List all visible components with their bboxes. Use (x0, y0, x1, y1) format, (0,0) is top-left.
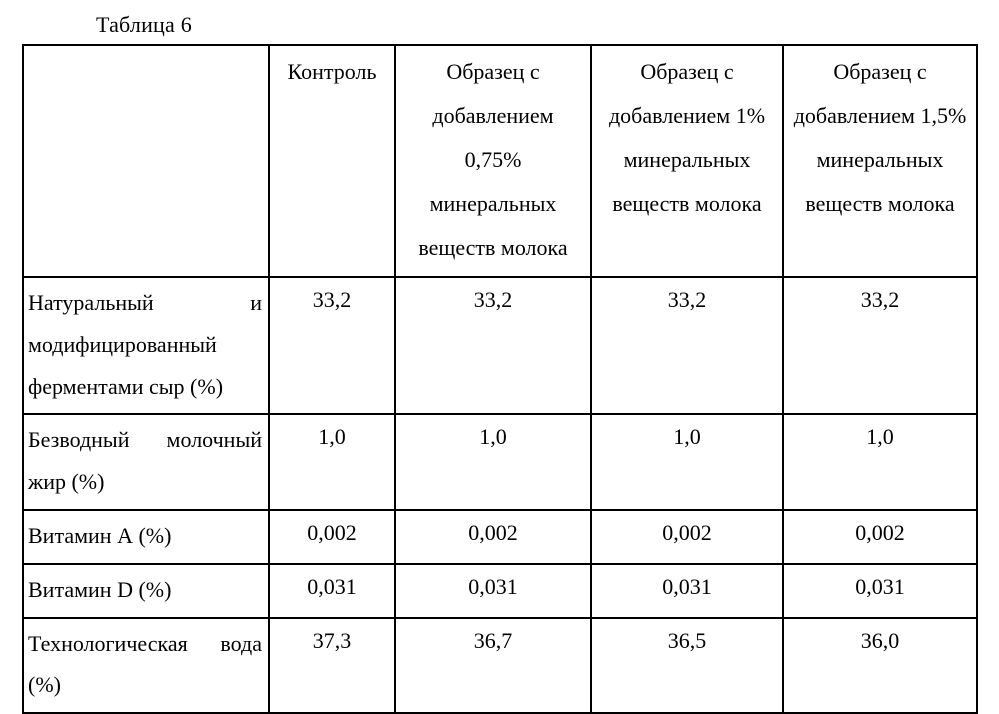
table-cell: 1,0 (783, 414, 977, 510)
row-label-line: ферментами сыр (%) (28, 366, 262, 408)
header-cell-sample-15: Образец с добавлением 1,5% минеральных в… (783, 45, 977, 277)
row-label-line: (%) (28, 664, 262, 706)
row-label: Витамин D (%) (23, 564, 269, 618)
table-cell: 36,0 (783, 618, 977, 714)
header-cell-sample-1: Образец с добавлением 1% минеральных вещ… (591, 45, 783, 277)
row-label: Безводный молочный жир (%) (23, 414, 269, 510)
table-cell: 0,031 (269, 564, 395, 618)
table-cell: 37,3 (269, 618, 395, 714)
table-cell: 0,031 (783, 564, 977, 618)
row-label-line: Витамин D (%) (28, 569, 262, 611)
table-header-row: Контроль Образец с добавлением 0,75% мин… (23, 45, 977, 277)
row-label-line: Безводный молочный (28, 427, 262, 452)
header-cell-sample-075: Образец с добавлением 0,75% минеральных … (395, 45, 591, 277)
table-row: Технологическая вода (%) 37,3 36,7 36,5 … (23, 618, 977, 714)
table-cell: 0,002 (591, 510, 783, 564)
table-caption: Таблица 6 (96, 12, 977, 38)
table-cell: 36,5 (591, 618, 783, 714)
table-cell: 1,0 (395, 414, 591, 510)
table-cell: 33,2 (269, 277, 395, 414)
table-cell: 33,2 (783, 277, 977, 414)
table-cell: 0,002 (395, 510, 591, 564)
table-row: Витамин D (%) 0,031 0,031 0,031 0,031 (23, 564, 977, 618)
table-cell: 0,002 (269, 510, 395, 564)
table-cell: 0,002 (783, 510, 977, 564)
row-label-line: жир (%) (28, 461, 262, 503)
table-cell: 33,2 (591, 277, 783, 414)
row-label: Натуральный и модифицированный ферментам… (23, 277, 269, 414)
data-table: Контроль Образец с добавлением 0,75% мин… (22, 44, 978, 714)
table-row: Натуральный и модифицированный ферментам… (23, 277, 977, 414)
row-label-line: модифицированный (28, 332, 217, 357)
table-cell: 0,031 (591, 564, 783, 618)
row-label-line: Натуральный и (28, 290, 262, 315)
table-row: Безводный молочный жир (%) 1,0 1,0 1,0 1… (23, 414, 977, 510)
row-label-line: Технологическая вода (28, 631, 262, 656)
table-cell: 1,0 (269, 414, 395, 510)
table-cell: 33,2 (395, 277, 591, 414)
row-label-line: Витамин А (%) (28, 515, 262, 557)
page: Таблица 6 Контроль Образец с добавлением… (0, 0, 999, 688)
row-label: Витамин А (%) (23, 510, 269, 564)
header-cell-empty (23, 45, 269, 277)
row-label: Технологическая вода (%) (23, 618, 269, 714)
table-cell: 0,031 (395, 564, 591, 618)
table-cell: 1,0 (591, 414, 783, 510)
table-cell: 36,7 (395, 618, 591, 714)
table-row: Витамин А (%) 0,002 0,002 0,002 0,002 (23, 510, 977, 564)
header-cell-control: Контроль (269, 45, 395, 277)
